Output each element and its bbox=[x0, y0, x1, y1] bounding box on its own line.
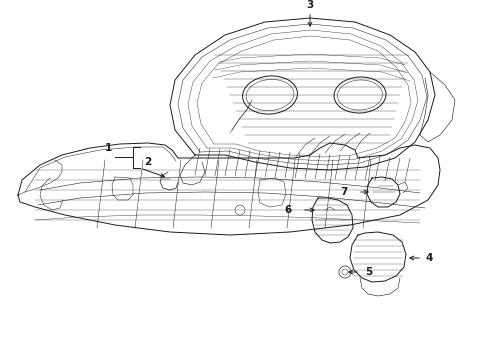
Text: 4: 4 bbox=[425, 253, 432, 263]
Text: 7: 7 bbox=[340, 187, 347, 197]
Text: 3: 3 bbox=[306, 0, 313, 10]
Text: 6: 6 bbox=[284, 205, 291, 215]
Text: 2: 2 bbox=[144, 157, 151, 167]
Text: 1: 1 bbox=[104, 143, 111, 153]
Text: 5: 5 bbox=[364, 267, 371, 277]
